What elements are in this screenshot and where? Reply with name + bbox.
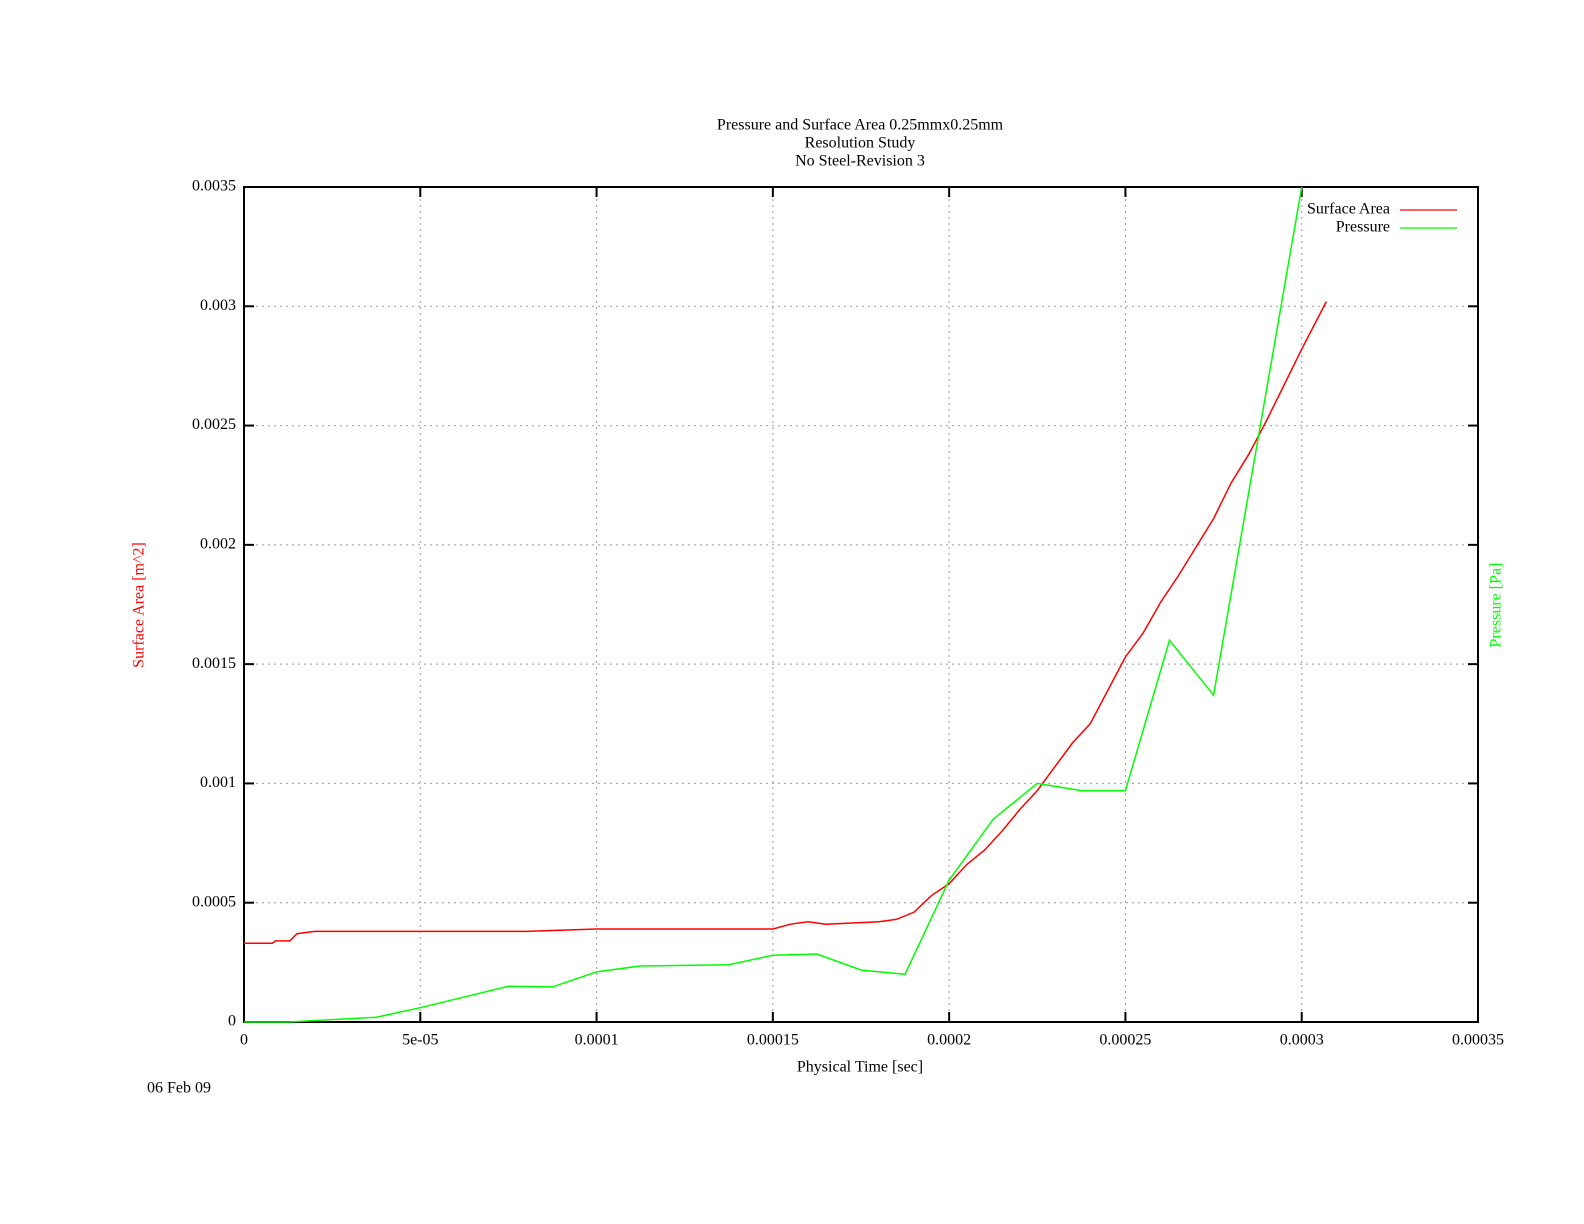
y-tick-label: 0.0015 bbox=[192, 655, 236, 672]
x-axis-label: Physical Time [sec] bbox=[797, 1059, 923, 1076]
date-label: 06 Feb 09 bbox=[147, 1080, 211, 1097]
legend-label: Surface Area bbox=[1307, 201, 1390, 218]
series-line bbox=[244, 186, 1303, 1023]
x-tick-label: 0.0001 bbox=[575, 1032, 619, 1049]
y-tick-label: 0.002 bbox=[200, 536, 236, 553]
y-tick-label: 0.003 bbox=[200, 297, 236, 314]
x-tick-label: 0.0003 bbox=[1280, 1032, 1324, 1049]
chart-title: No Steel-Revision 3 bbox=[795, 153, 925, 170]
x-tick-label: 0.00025 bbox=[1099, 1032, 1151, 1049]
y-tick-label: 0.0025 bbox=[192, 416, 236, 433]
series-line bbox=[244, 301, 1328, 945]
y-tick-label: 0 bbox=[228, 1013, 236, 1030]
y-tick-label: 0.0005 bbox=[192, 893, 236, 910]
legend-label: Pressure bbox=[1336, 219, 1390, 236]
y2-axis-label: Pressure [Pa] bbox=[1488, 563, 1505, 648]
y-tick-label: 0.0035 bbox=[192, 178, 236, 195]
x-tick-label: 0.00015 bbox=[747, 1032, 799, 1049]
chart-title: Resolution Study bbox=[805, 135, 916, 152]
x-tick-label: 0 bbox=[240, 1032, 248, 1049]
plot-frame bbox=[243, 186, 1479, 1023]
x-tick-label: 0.0002 bbox=[927, 1032, 971, 1049]
y-tick-label: 0.001 bbox=[200, 774, 236, 791]
chart-title: Pressure and Surface Area 0.25mmx0.25mm bbox=[717, 117, 1004, 134]
y-axis-label: Surface Area [m^2] bbox=[131, 542, 148, 668]
x-tick-label: 5e-05 bbox=[402, 1032, 438, 1049]
x-tick-label: 0.00035 bbox=[1452, 1032, 1504, 1049]
